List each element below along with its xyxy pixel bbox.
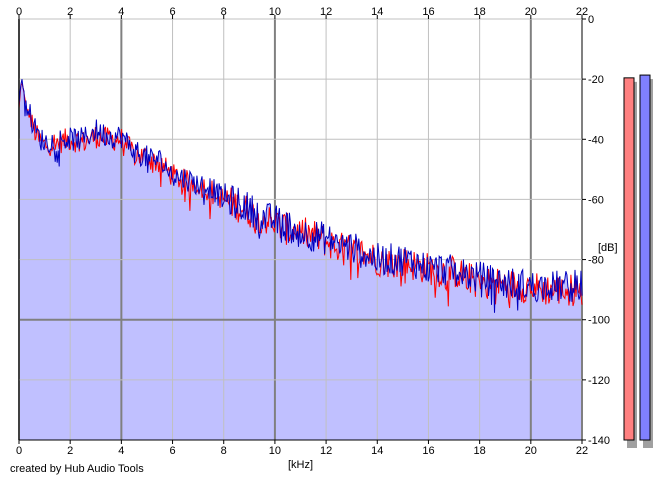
- y-tick-label-neg140: -140: [588, 435, 610, 447]
- x-tick-label-top-16: 16: [422, 6, 434, 18]
- x-tick-label-bottom-14: 14: [371, 445, 383, 457]
- x-tick-label-bottom-22: 22: [576, 445, 588, 457]
- y-axis-label: [dB]: [598, 242, 618, 254]
- x-tick-label-top-14: 14: [371, 6, 383, 18]
- x-tick-label-top-18: 18: [474, 6, 486, 18]
- x-tick-label-top-6: 6: [169, 6, 175, 18]
- axis-layer: 002244668810101212141416161818202022220-…: [16, 6, 618, 471]
- level-meter-right: [639, 74, 651, 441]
- x-tick-label-top-20: 20: [525, 6, 537, 18]
- y-tick-label-0: 0: [588, 14, 594, 26]
- spectrum-line-right-channel: [18, 79, 583, 313]
- x-tick-label-top-8: 8: [221, 6, 227, 18]
- x-tick-label-bottom-8: 8: [221, 445, 227, 457]
- level-meter-left: [623, 77, 635, 441]
- x-tick-label-bottom-6: 6: [169, 445, 175, 457]
- x-tick-label-top-0: 0: [16, 6, 22, 18]
- y-tick-label-neg120: -120: [588, 375, 610, 387]
- y-tick-label-neg40: -40: [588, 134, 604, 146]
- x-tick-label-bottom-4: 4: [118, 445, 124, 457]
- x-tick-label-bottom-12: 12: [320, 445, 332, 457]
- x-tick-label-bottom-2: 2: [67, 445, 73, 457]
- x-tick-label-bottom-10: 10: [269, 445, 281, 457]
- x-tick-label-top-22: 22: [576, 6, 588, 18]
- x-tick-label-top-12: 12: [320, 6, 332, 18]
- x-tick-label-bottom-18: 18: [474, 445, 486, 457]
- x-axis-label: [kHz]: [288, 459, 313, 471]
- x-tick-label-bottom-0: 0: [16, 445, 22, 457]
- credit-text: created by Hub Audio Tools: [10, 463, 144, 475]
- x-tick-label-bottom-16: 16: [422, 445, 434, 457]
- y-tick-label-neg100: -100: [588, 315, 610, 327]
- y-tick-label-neg60: -60: [588, 194, 604, 206]
- x-tick-label-top-4: 4: [118, 6, 124, 18]
- spectrum-lines-layer: [18, 79, 583, 313]
- y-tick-label-neg20: -20: [588, 74, 604, 86]
- x-tick-label-top-2: 2: [67, 6, 73, 18]
- y-tick-label-neg80: -80: [588, 255, 604, 267]
- level-meters: [623, 74, 653, 449]
- x-tick-label-bottom-20: 20: [525, 445, 537, 457]
- x-tick-label-top-10: 10: [269, 6, 281, 18]
